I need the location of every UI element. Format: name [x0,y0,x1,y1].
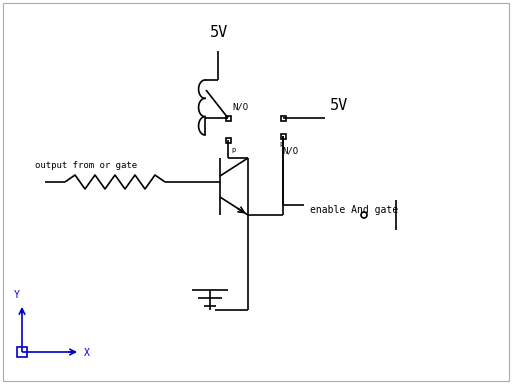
Text: N/O: N/O [232,103,248,112]
Bar [17,347,27,357]
Bar [225,137,230,142]
Text: output from or gate: output from or gate [35,161,137,170]
Text: X: X [84,348,90,358]
Text: enable And gate: enable And gate [310,205,398,215]
Text: 5V: 5V [330,98,348,113]
Text: Y: Y [14,290,20,300]
Text: N/O: N/O [282,147,298,156]
Text: p: p [279,141,283,147]
Bar [225,116,230,121]
Text: 5V: 5V [210,25,228,40]
Bar [281,116,286,121]
Bar [281,134,286,139]
Text: p: p [231,147,235,153]
